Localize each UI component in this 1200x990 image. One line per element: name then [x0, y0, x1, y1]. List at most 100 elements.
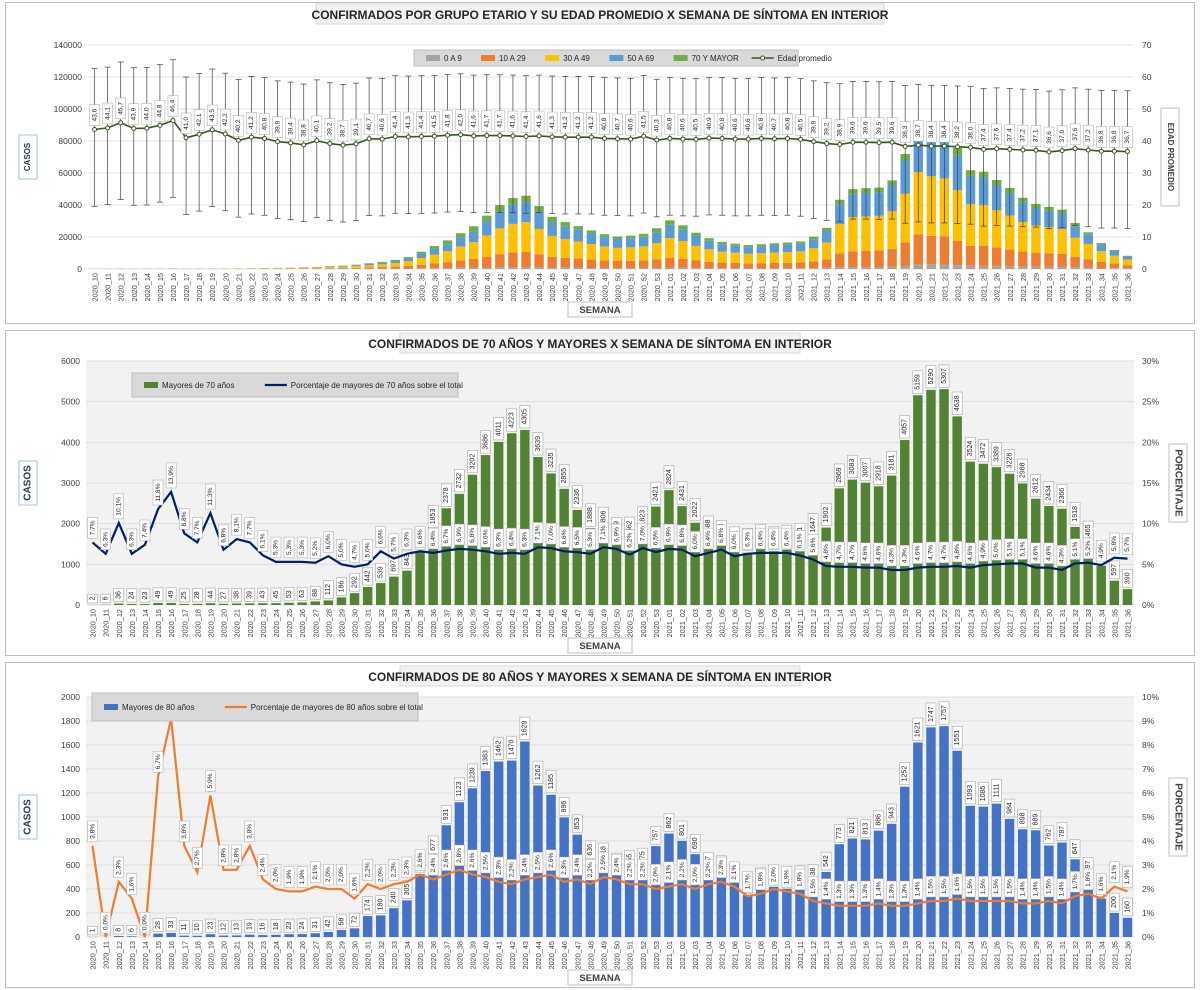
line-label: 6,4% [430, 531, 437, 546]
bar-mayores-de-70-a-os [415, 551, 425, 605]
x-tick-label: 2020_39 [470, 273, 479, 301]
bar-label-box [401, 550, 413, 570]
line-label: 4,7% [849, 545, 856, 560]
line-label: 2,1% [1111, 865, 1118, 880]
bar-30-a-49 [874, 215, 884, 251]
bar-label: 2918 [875, 465, 882, 481]
line-label: 6,4% [757, 531, 764, 546]
x-tick-label: 2021_36 [1123, 273, 1132, 301]
bar-label: 862 [666, 817, 673, 829]
line-label: 2,1% [312, 865, 319, 880]
bar-label: 1918 [1072, 506, 1079, 522]
bar-0-a-9 [1070, 267, 1080, 269]
line-label: 5,9% [207, 773, 214, 788]
line-label: 39,2 [823, 122, 830, 135]
bar-label: 3472 [980, 443, 987, 459]
bar-10-a-29 [952, 241, 963, 266]
bar-label: 438 [810, 868, 817, 880]
bar-label-box [126, 925, 138, 935]
x-tick-label: 2020_50 [613, 941, 622, 969]
line-label-box [965, 875, 976, 898]
line-label-box [141, 103, 153, 125]
bar-10-a-29 [900, 242, 910, 266]
line-label-box [756, 113, 767, 135]
line-label-box [991, 875, 1002, 898]
line-label-box [533, 110, 545, 133]
bar-label: 39 [247, 591, 254, 599]
bar-30-a-49 [442, 251, 453, 263]
line-label-box [1109, 126, 1120, 148]
x-tick-label: 2020_27 [313, 273, 322, 301]
bar-label-box [991, 442, 1002, 466]
line-label: 4,6% [1033, 546, 1040, 561]
line-marker [366, 136, 372, 142]
bar-mayores-de-70-a-os [926, 389, 936, 605]
line-label-box [637, 523, 648, 545]
line-label: 1,7% [1072, 874, 1079, 889]
bar-70-y-mayor [678, 225, 688, 230]
line-label-box [231, 514, 242, 536]
bar-label: 3181 [888, 455, 895, 471]
line-label-box [349, 873, 360, 895]
line-label-box [625, 114, 636, 136]
bar-label: 292 [351, 576, 358, 588]
line-marker [209, 127, 215, 133]
bar-30-a-49 [665, 238, 675, 258]
line-label: 41,2 [588, 116, 595, 129]
line-label: 2,0% [273, 867, 280, 882]
bar-10-a-29 [913, 234, 923, 265]
bar-mayores-de-70-a-os [127, 604, 137, 605]
legend-swatch [609, 55, 624, 61]
line-label: 6,8% [220, 528, 227, 543]
bar-mayores-de-70-a-os [258, 603, 268, 605]
line-label-box [388, 859, 400, 881]
bar-mayores-de-80-a-os [179, 935, 189, 937]
line-label: 40,2 [235, 119, 242, 132]
bar-0-a-9 [887, 266, 897, 269]
line-marker [458, 132, 464, 138]
line-label-box [507, 110, 519, 133]
bar-70-y-mayor [717, 241, 727, 245]
line-marker [706, 135, 712, 141]
line-label-box [951, 540, 963, 563]
line-label-box [1043, 126, 1055, 149]
line-label: 2,8% [220, 848, 227, 863]
line-label: 1,3% [888, 884, 895, 899]
line-label: 1,5% [941, 879, 948, 894]
bar-0-a-9 [835, 267, 845, 269]
bar-label: 45 [273, 591, 280, 599]
bar-mayores-de-70-a-os [179, 603, 189, 605]
line-label: 1,4% [1019, 881, 1026, 896]
line-label: 37,4 [980, 128, 987, 141]
bar-10-a-29 [364, 267, 374, 269]
bar-label-box [925, 702, 937, 726]
line-label: 40,3 [654, 119, 661, 132]
line-label: 2,0% [378, 867, 385, 882]
x-tick-label: 2020_45 [547, 609, 556, 637]
bar-label-box [467, 763, 478, 787]
bar-mayores-de-80-a-os [297, 934, 307, 937]
bar-label-box [820, 851, 832, 871]
bar-mayores-de-80-a-os [1083, 877, 1093, 937]
bar-label-box [309, 585, 321, 600]
bar-70-y-mayor [704, 238, 714, 241]
bar-label-box [938, 364, 950, 388]
line-label: 2,0% [692, 867, 699, 882]
x-tick-label: 2021_16 [861, 941, 870, 969]
line-label-box [899, 121, 911, 143]
line-label: 3,8% [181, 824, 188, 839]
line-label-box [612, 113, 623, 136]
bar-label: 1185 [548, 774, 555, 789]
line-label-box [834, 541, 845, 564]
line-label: 41,0 [183, 117, 190, 130]
y-tick-label: 5000 [61, 397, 80, 407]
line-label-box [586, 112, 597, 134]
line-label: 2,0% [653, 867, 660, 882]
line-label-box [192, 847, 203, 869]
bar-label-box [126, 588, 138, 603]
line-label: 41,4 [418, 115, 425, 128]
x-tick-label: 2020_34 [404, 273, 413, 301]
x-tick-label: 2020_53 [652, 941, 661, 969]
bar-label-box [1043, 481, 1055, 505]
x-tick-label: 2020_44 [534, 941, 543, 969]
